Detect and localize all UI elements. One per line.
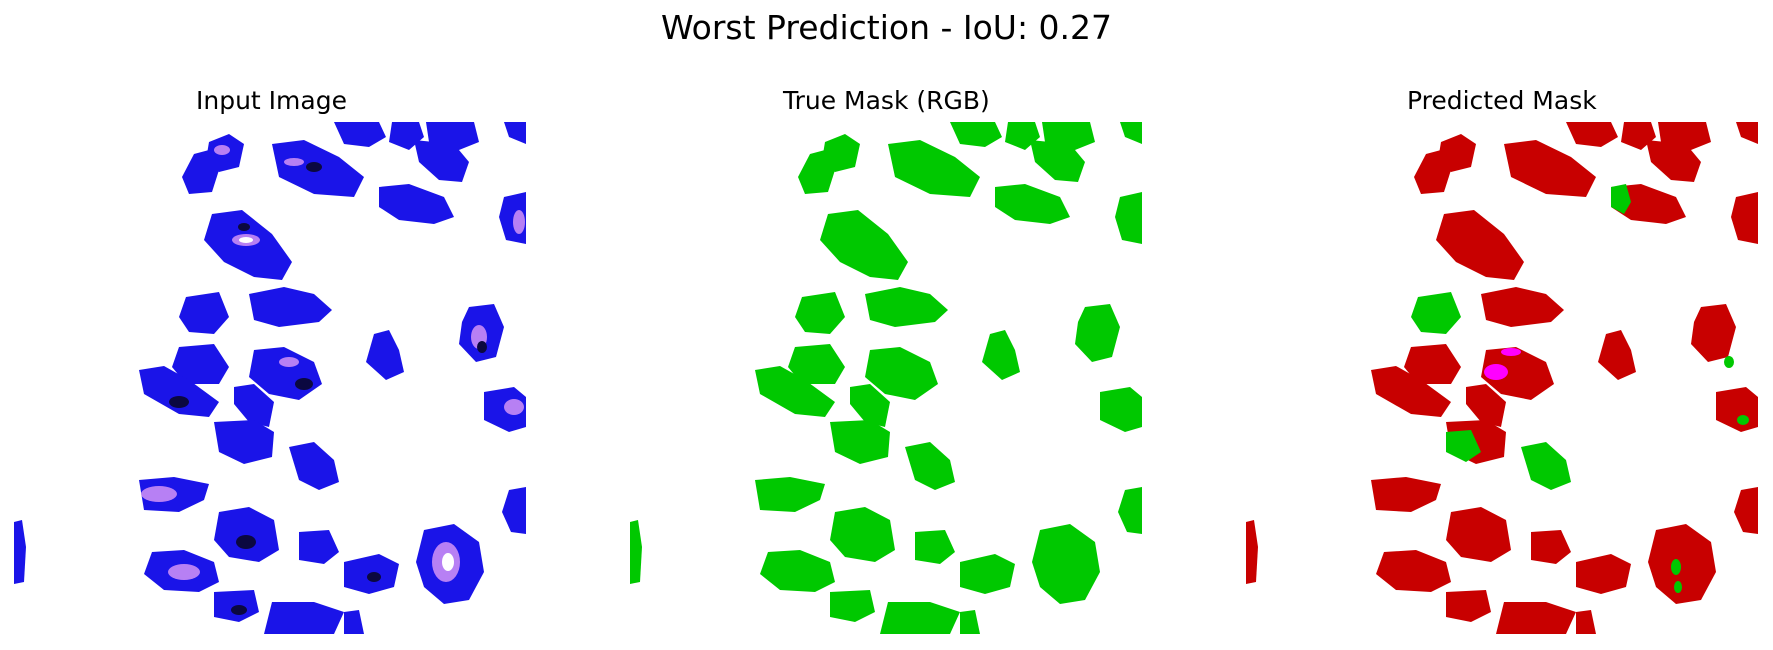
predicted-mask-panel bbox=[1246, 122, 1758, 634]
predicted-mask-title: Predicted Mask bbox=[1407, 86, 1597, 115]
true-mask-panel bbox=[630, 122, 1142, 634]
true-mask-image bbox=[630, 122, 1142, 634]
input-image-title: Input Image bbox=[196, 86, 347, 115]
input-image bbox=[14, 122, 526, 634]
input-image-panel bbox=[14, 122, 526, 634]
figure-title: Worst Prediction - IoU: 0.27 bbox=[660, 8, 1113, 47]
true-mask-title: True Mask (RGB) bbox=[783, 86, 990, 115]
predicted-mask-image bbox=[1246, 122, 1758, 634]
